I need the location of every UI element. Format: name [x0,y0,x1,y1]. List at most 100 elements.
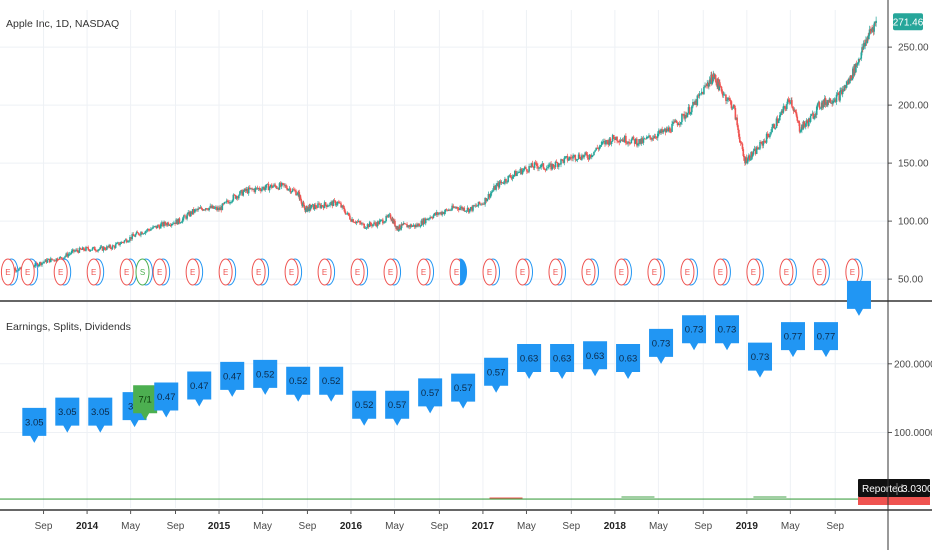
candle-body [636,138,638,146]
candle-body [402,223,405,225]
candle-body [803,121,806,125]
candle-body [272,186,274,188]
candle-body [356,221,359,223]
candle-body [606,140,608,142]
dividend-flag: 0.57 [385,390,410,426]
candle-body [332,200,335,207]
candle-body [741,143,744,150]
candle-body [665,128,668,133]
time-axis[interactable]: Sep 2014 May Sep 2015 May Sep 2016 May Sep 2017 May… [35,510,845,532]
candle-body [278,183,281,190]
candle-body [562,159,564,163]
candle-body [598,146,601,150]
candle-body [191,209,194,215]
candle-body [223,202,226,204]
candle-body [609,138,612,144]
event-letter: E [355,268,360,277]
event-ring [548,258,563,286]
candle-body [266,183,269,185]
candle-body [441,212,444,215]
event-letter: E [487,268,492,277]
candle-body [543,168,546,170]
candle-body [785,108,787,110]
y-tick-label: 100.00000 [894,428,932,439]
candle-body [367,224,370,228]
candle-body [721,91,724,96]
candle-body [787,99,790,101]
candle-body [91,247,94,250]
candle-body [103,247,106,250]
candle-body [599,145,602,147]
dividend-flag: 0.57 [451,373,476,409]
candle-body [818,102,821,108]
earnings-event-marker: E [449,258,468,286]
candle-body [238,195,240,199]
flag-label: 0.77 [817,332,836,343]
candle-body [565,155,568,157]
candle-body [761,142,764,146]
candle-body [314,204,317,208]
candle-body [42,262,44,264]
candle-body [98,248,100,250]
candle-body [243,188,246,192]
candle-body [313,204,316,210]
price-series [7,16,877,273]
candle-body [652,138,655,140]
candle-body [430,216,433,218]
candle-body [499,181,502,183]
candle-body [185,216,187,219]
x-tick-label: May [121,521,140,532]
candle-body [125,239,128,243]
candle-body [743,155,745,161]
x-tick-label: May [253,521,272,532]
candle-body [361,223,363,225]
flag-shape [649,328,674,364]
candle-body [101,246,104,251]
candle-body [205,208,207,210]
candle-body [184,215,186,217]
candle-body [190,211,193,215]
candle-body [411,225,414,227]
candle-body [625,135,627,144]
candle-body [468,208,471,213]
candle-body [658,130,660,134]
candle-body [188,212,191,217]
event-letter: E [25,268,30,277]
candle-body [870,29,873,32]
candle-body [449,209,451,211]
candle-body [86,247,88,248]
candle-body [84,250,86,251]
candle-body [33,266,36,268]
candle-body [262,187,264,189]
candle-body [722,94,725,96]
candle-body [593,151,595,156]
candle-body [15,270,18,272]
flag-shape [550,344,575,380]
candle-body [808,118,811,122]
candle-body [161,222,163,225]
x-tick-label: Sep [694,521,712,532]
candle-body [711,77,714,83]
candle-body [71,249,74,252]
candle-body [199,207,202,209]
candle-body [530,163,533,167]
candle-body [627,141,629,144]
candle-body [426,218,428,220]
candle-body [698,93,701,97]
candle-body [752,150,755,155]
indicator-title: Earnings, Splits, Dividends [6,321,131,333]
candle-body [791,100,793,107]
candle-body [117,242,119,244]
candle-body [386,215,389,217]
candle-body [173,222,175,224]
candle-body [217,207,219,211]
candle-body [338,201,340,203]
candle-body [774,127,777,129]
candle-body [448,209,450,211]
candle-body [47,258,50,260]
candle-body [597,148,600,150]
candle-body [585,152,588,155]
candle-body [228,201,230,204]
event-letter: E [751,268,756,277]
candle-body [611,135,614,142]
